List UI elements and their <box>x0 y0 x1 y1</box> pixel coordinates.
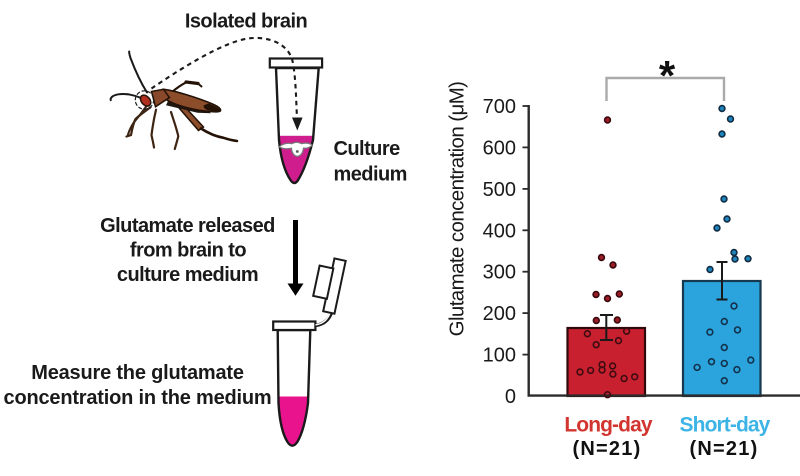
svg-text:*: * <box>659 52 676 99</box>
svg-text:(N=21): (N=21) <box>573 438 642 460</box>
svg-text:Long-day: Long-day <box>564 414 653 437</box>
svg-text:(N=21): (N=21) <box>690 438 759 460</box>
svg-text:Measure the glutamate: Measure the glutamate <box>31 362 244 384</box>
svg-text:500: 500 <box>483 179 516 201</box>
svg-text:400: 400 <box>483 220 516 242</box>
svg-text:300: 300 <box>483 262 516 284</box>
svg-text:Culture: Culture <box>334 138 401 160</box>
svg-text:0: 0 <box>505 386 516 408</box>
svg-text:100: 100 <box>483 345 516 367</box>
svg-text:Isolated brain: Isolated brain <box>185 11 307 33</box>
svg-text:concentration in the medium: concentration in the medium <box>4 387 272 409</box>
svg-text:Glutamate concentration (μM): Glutamate concentration (μM) <box>446 82 469 337</box>
svg-text:Glutamate released: Glutamate released <box>100 215 275 237</box>
svg-text:culture medium: culture medium <box>117 264 258 286</box>
svg-text:from brain to: from brain to <box>130 240 247 262</box>
svg-text:200: 200 <box>483 303 516 325</box>
svg-text:600: 600 <box>483 137 516 159</box>
svg-text:700: 700 <box>483 96 516 118</box>
svg-text:Short-day: Short-day <box>680 414 771 437</box>
svg-text:medium: medium <box>334 164 407 186</box>
